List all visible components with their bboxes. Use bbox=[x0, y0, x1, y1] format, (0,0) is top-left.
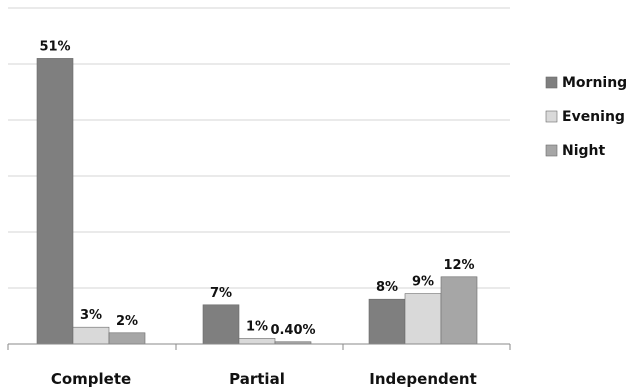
category-label: Partial bbox=[229, 370, 285, 388]
bar-evening-partial bbox=[238, 338, 276, 345]
bars bbox=[36, 58, 478, 345]
data-label: 0.40% bbox=[270, 323, 315, 338]
bar-morning-complete bbox=[36, 58, 74, 345]
legend-swatch bbox=[545, 76, 558, 89]
bar-night-complete bbox=[108, 332, 146, 345]
legend-swatch bbox=[545, 110, 558, 123]
legend-entry: Morning bbox=[562, 75, 627, 91]
legend: Morning Evening Night bbox=[545, 75, 627, 159]
data-label: 3% bbox=[80, 308, 102, 323]
data-label: 7% bbox=[210, 286, 232, 301]
gridlines bbox=[8, 7, 510, 345]
bar-night-independent bbox=[440, 276, 478, 345]
legend-entry: Night bbox=[562, 143, 606, 159]
category-label: Complete bbox=[51, 370, 131, 388]
data-label: 9% bbox=[412, 275, 434, 290]
x-axis: Complete Partial Independent bbox=[7, 343, 511, 388]
bar-morning-partial bbox=[202, 304, 240, 345]
data-label: 2% bbox=[116, 314, 138, 329]
data-label: 8% bbox=[376, 280, 398, 295]
bar-evening-independent bbox=[404, 293, 442, 345]
bar-evening-complete bbox=[72, 326, 110, 345]
data-label: 51% bbox=[39, 39, 70, 54]
legend-entry: Evening bbox=[562, 109, 625, 125]
value-labels: 51% 7% 8% 3% 1% 9% 2% 0.40% 12% bbox=[39, 39, 474, 337]
bar-morning-independent bbox=[368, 298, 406, 345]
data-label: 1% bbox=[246, 319, 268, 334]
category-label: Independent bbox=[369, 370, 477, 388]
data-label: 12% bbox=[443, 258, 474, 273]
legend-swatch bbox=[545, 144, 558, 157]
